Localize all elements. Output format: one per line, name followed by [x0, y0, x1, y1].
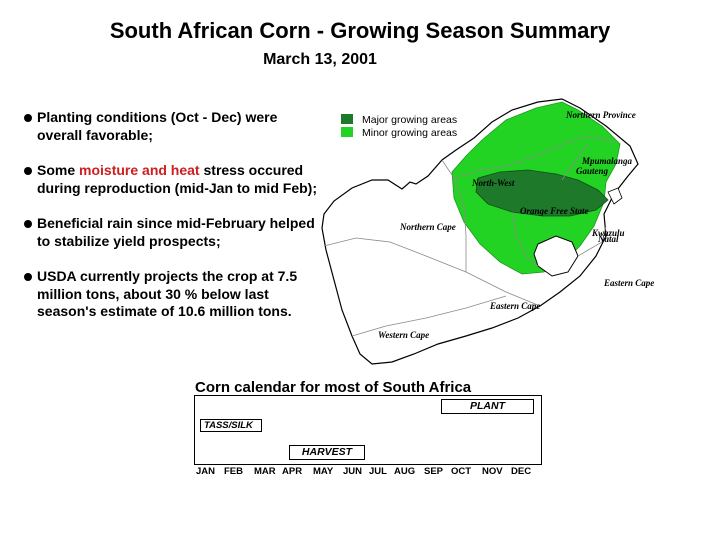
label-natal: Natal	[597, 234, 619, 244]
legend-major-swatch	[341, 114, 353, 124]
label-orange-free-state: Orange Free State	[520, 206, 589, 216]
month-label: MAR	[254, 466, 276, 477]
bullet-dot-icon	[24, 273, 32, 281]
corn-calendar: PLANT TASS/SILK HARVEST	[194, 395, 542, 465]
bullet-rain: Beneficial rain since mid-February helpe…	[22, 215, 322, 250]
calendar-months: JAN FEB MAR APR MAY JUN JUL AUG SEP OCT …	[194, 466, 540, 480]
month-label: DEC	[511, 466, 532, 477]
bullet-text: Planting conditions (Oct - Dec) were ove…	[37, 109, 278, 143]
label-eastern-cape-right: Eastern Cape	[603, 278, 654, 288]
bullet-highlight: moisture and heat	[79, 162, 200, 178]
month-label: SEP	[424, 466, 444, 477]
month-label: FEB	[224, 466, 243, 477]
bullet-text: USDA currently projects the crop at 7.5 …	[37, 268, 298, 319]
summary-bullets: Planting conditions (Oct - Dec) were ove…	[22, 109, 322, 339]
province-borders	[323, 135, 617, 337]
bullet-dot-icon	[24, 220, 32, 228]
major-growing-area	[475, 169, 609, 217]
label-gauteng: Gauteng	[576, 166, 609, 176]
label-kwazulu: Kwazulu	[591, 228, 625, 238]
month-label: NOV	[482, 466, 503, 477]
bullet-dot-icon	[24, 167, 32, 175]
bullet-dot-icon	[24, 114, 32, 122]
label-eastern-cape: Eastern Cape	[489, 301, 540, 311]
legend-minor-label: Minor growing areas	[362, 127, 457, 139]
bullet-stress: Some moisture and heat stress occured du…	[22, 162, 322, 197]
month-label: JUN	[343, 466, 363, 477]
month-label: OCT	[451, 466, 472, 477]
month-label: APR	[282, 466, 303, 477]
legend-major-label: Major growing areas	[362, 114, 457, 126]
month-label: AUG	[394, 466, 416, 477]
bullet-text: Some	[37, 162, 80, 178]
south-africa-map: Northern Province Mpumalanga Gauteng Nor…	[321, 98, 654, 365]
plant-period-bar: PLANT	[441, 399, 534, 414]
calendar-title: Corn calendar for most of South Africa	[195, 379, 472, 396]
bullet-usda: USDA currently projects the crop at 7.5 …	[22, 268, 322, 321]
label-northern-province: Northern Province	[565, 110, 636, 120]
swaziland	[607, 187, 623, 205]
month-label: MAY	[313, 466, 334, 477]
lesotho	[533, 235, 579, 277]
report-date: March 13, 2001	[263, 51, 377, 68]
harvest-period-bar: HARVEST	[289, 445, 365, 460]
label-western-cape: Western Cape	[378, 330, 429, 340]
bullet-text-tail: stress occured during reproduction (mid-…	[37, 162, 317, 196]
month-label: JUL	[369, 466, 387, 477]
bullet-planting: Planting conditions (Oct - Dec) were ove…	[22, 109, 322, 144]
label-mpumalanga: Mpumalanga	[581, 156, 633, 166]
label-northern-cape: Northern Cape	[399, 222, 456, 232]
tass-silk-period-bar: TASS/SILK	[200, 419, 262, 432]
page-title: South African Corn - Growing Season Summ…	[109, 18, 611, 43]
label-north-west: North-West	[471, 178, 515, 188]
month-label: JAN	[196, 466, 216, 477]
bullet-text: Beneficial rain since mid-February helpe…	[37, 215, 315, 249]
legend-minor-swatch	[341, 127, 353, 137]
